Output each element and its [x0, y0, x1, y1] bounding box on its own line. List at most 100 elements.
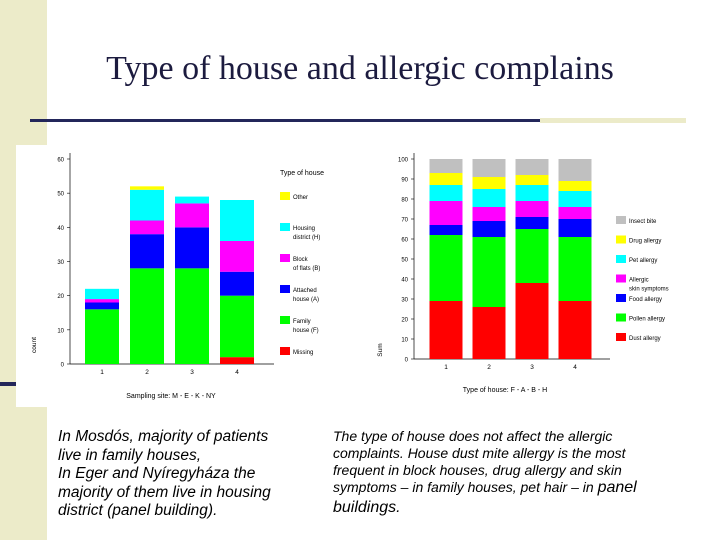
- bar-segment: [558, 159, 592, 181]
- legend-swatch: [616, 333, 626, 341]
- bar-segment: [472, 221, 506, 237]
- y-tick-label: 50: [57, 192, 64, 198]
- x-tick-label: 3: [530, 364, 534, 371]
- legend-label: district (H): [293, 235, 320, 241]
- legend-swatch: [280, 285, 290, 293]
- y-tick-label: 30: [57, 260, 64, 266]
- legend-label: of flats (B): [293, 266, 320, 272]
- bar-segment: [472, 177, 506, 189]
- bar-segment: [472, 159, 506, 177]
- bar-segment: [558, 191, 592, 207]
- bar-segment: [220, 241, 254, 272]
- bar-segment: [130, 189, 164, 221]
- chart-house-type: 0 10 20 30 40 50 60 count 1 2 3 4 Sampling site: M -…: [31, 153, 324, 400]
- bar-segment: [558, 237, 592, 301]
- bar-segment: [472, 307, 506, 359]
- legend-label: Pet allergy: [629, 258, 657, 264]
- y-tick-label: 20: [57, 294, 64, 300]
- bar-segment: [515, 159, 549, 175]
- bar-segment: [515, 217, 549, 229]
- y-tick-label: 10: [401, 338, 408, 344]
- y-axis-label: count: [31, 337, 38, 353]
- caption-right-line: complaints. House dust mite allergy is t…: [333, 444, 626, 461]
- y-tick-label: 20: [401, 318, 408, 324]
- bar-segment: [429, 235, 463, 301]
- caption-right-line: symptoms – in family houses, pet hair – …: [333, 478, 713, 497]
- x-tick-label: 4: [573, 364, 577, 371]
- y-tick-label: 90: [401, 178, 408, 184]
- legend-label: Drug allergy: [629, 239, 661, 245]
- x-tick-label: 2: [487, 364, 491, 371]
- y-tick-label: 40: [401, 278, 408, 284]
- y-tick-label: 10: [57, 328, 64, 334]
- legend-label: skin symptoms: [629, 287, 669, 293]
- bar-segment: [558, 207, 592, 219]
- bar-segment: [558, 219, 592, 237]
- caption-left: In Mosdós, majority of patients live in …: [58, 428, 308, 521]
- caption-left-line: majority of them live in housing: [58, 483, 271, 501]
- bar-segment: [429, 225, 463, 235]
- legend-swatch: [280, 192, 290, 200]
- legend-swatch: [616, 274, 626, 283]
- caption-right-text: symptoms – in family houses, pet hair – …: [333, 479, 594, 496]
- caption-right-emphasis: panel: [597, 479, 637, 497]
- legend-label: Pollen allergy: [629, 317, 665, 323]
- legend-label: Attached: [293, 288, 317, 294]
- chart-allergy-panel: 0 10 20 30 40 50 60 70 80 90 100 Sum 1 2 3 4 Type of hou…: [358, 145, 684, 407]
- bar-segment: [515, 229, 549, 283]
- bar-segment: [472, 207, 506, 221]
- legend-swatch: [280, 316, 290, 324]
- bar-segment: [515, 185, 549, 201]
- bar-segment: [130, 234, 164, 269]
- y-tick-label: 0: [405, 358, 409, 364]
- caption-right-line: The type of house does not affect the al…: [333, 428, 613, 444]
- bar-segment: [85, 309, 119, 364]
- x-tick-label: 2: [145, 369, 149, 376]
- legend-title: Type of house: [280, 170, 324, 177]
- bar-segment: [429, 201, 463, 225]
- legend-swatch: [280, 347, 290, 355]
- y-tick-label: 0: [61, 363, 65, 369]
- x-tick-label: 1: [444, 364, 448, 371]
- y-axis-label: Sum: [377, 343, 384, 356]
- legend-swatch: [616, 294, 626, 302]
- bar-segment: [558, 181, 592, 191]
- y-tick-label: 40: [57, 226, 64, 232]
- legend-swatch: [280, 254, 290, 262]
- x-tick-label: 4: [235, 369, 239, 376]
- legend-label: Dust allergy: [629, 336, 661, 342]
- x-axis-label: Type of house: F - A - B - H: [463, 387, 547, 394]
- bar-segment: [429, 185, 463, 201]
- legend-label: house (A): [293, 297, 319, 303]
- caption-right-line: frequent in block houses, drug allergy a…: [333, 461, 622, 478]
- bar-segment: [429, 301, 463, 359]
- caption-left-line: district (panel building).: [58, 502, 218, 520]
- chart-allergy-by-house: 0 10 20 30 40 50 60 70 80 90 100 Sum 1 2 3 4 Type of hou…: [377, 153, 669, 394]
- y-tick-label: 70: [401, 218, 408, 224]
- bar-segment: [85, 299, 119, 303]
- bar-segment: [515, 283, 549, 359]
- legend-label: Housing: [293, 226, 315, 232]
- legend-label: house (F): [293, 328, 319, 334]
- caption-right: The type of house does not affect the al…: [333, 428, 713, 517]
- title-rule-accent: [540, 118, 686, 123]
- legend-label: Insect bite: [629, 219, 657, 225]
- legend-swatch: [616, 235, 626, 244]
- bar-segment: [429, 173, 463, 185]
- caption-left-line: In Mosdós, majority of patients: [58, 428, 269, 445]
- caption-left-line: In Eger and Nyíregyháza the: [58, 465, 256, 483]
- bar-segment: [472, 237, 506, 307]
- bar-segment: [175, 268, 209, 364]
- bar-segment: [515, 175, 549, 185]
- legend-label: Allergic: [629, 278, 649, 284]
- legend-swatch: [616, 255, 626, 263]
- bar-segment: [558, 301, 592, 359]
- y-tick-label: 30: [401, 298, 408, 304]
- caption-right-line: buildings.: [333, 498, 401, 516]
- legend-label: Family: [293, 319, 311, 325]
- bar-segment: [130, 186, 164, 190]
- bar-segment: [472, 189, 506, 207]
- bar-segment: [515, 201, 549, 217]
- bar-segment: [220, 271, 254, 296]
- legend-swatch: [616, 216, 626, 224]
